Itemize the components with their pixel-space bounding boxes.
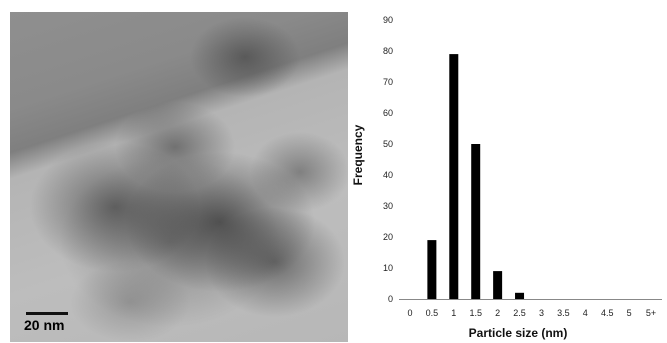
x-tick-label: 1.5 xyxy=(469,308,482,318)
bars xyxy=(427,54,525,299)
bar xyxy=(515,292,525,299)
particle-size-histogram: 0 10 20 30 40 50 60 70 80 90 0 0.5 1 1.5 2 2.5 3 3.5 4 4.5… xyxy=(351,15,662,340)
y-tick-label: 60 xyxy=(383,108,393,118)
x-axis-title: Particle size (nm) xyxy=(469,326,568,340)
x-tick-labels: 0 0.5 1 1.5 2 2.5 3 3.5 4 4.5 5 5+ xyxy=(407,308,656,318)
bar xyxy=(449,54,459,299)
y-tick-label: 0 xyxy=(388,294,393,304)
x-tick-label: 2.5 xyxy=(513,308,526,318)
x-tick-label: 5 xyxy=(627,308,632,318)
x-tick-label: 5+ xyxy=(646,308,656,318)
bar xyxy=(427,240,437,299)
y-tick-labels: 0 10 20 30 40 50 60 70 80 90 xyxy=(383,15,393,304)
y-tick-label: 70 xyxy=(383,77,393,87)
y-tick-label: 90 xyxy=(383,15,393,25)
tem-micrograph: 20 nm xyxy=(10,12,348,342)
x-tick-label: 4.5 xyxy=(601,308,614,318)
y-tick-label: 20 xyxy=(383,232,393,242)
y-tick-label: 40 xyxy=(383,170,393,180)
x-tick-label: 3.5 xyxy=(557,308,570,318)
scale-bar xyxy=(26,312,68,315)
y-tick-label: 10 xyxy=(383,263,393,273)
x-tick-label: 0.5 xyxy=(426,308,439,318)
x-tick-label: 4 xyxy=(583,308,588,318)
y-tick-label: 30 xyxy=(383,201,393,211)
x-tick-label: 3 xyxy=(539,308,544,318)
x-tick-label: 2 xyxy=(495,308,500,318)
x-tick-label: 0 xyxy=(407,308,412,318)
x-tick-label: 1 xyxy=(451,308,456,318)
y-tick-label: 80 xyxy=(383,46,393,56)
y-axis-title: Frequency xyxy=(351,124,365,185)
bar xyxy=(493,271,503,299)
scale-bar-label: 20 nm xyxy=(24,317,65,333)
y-tick-label: 50 xyxy=(383,139,393,149)
bar xyxy=(471,144,481,299)
